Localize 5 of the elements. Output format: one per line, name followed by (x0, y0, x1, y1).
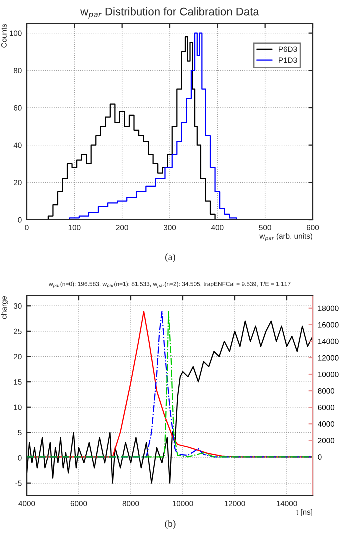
chart-title: w$_{par}$ Distribution for Calibration Data (80, 8, 260, 20)
line-series (27, 311, 313, 458)
text: (a) (166, 254, 176, 262)
text: (b) (165, 520, 176, 530)
line-series (27, 320, 313, 484)
